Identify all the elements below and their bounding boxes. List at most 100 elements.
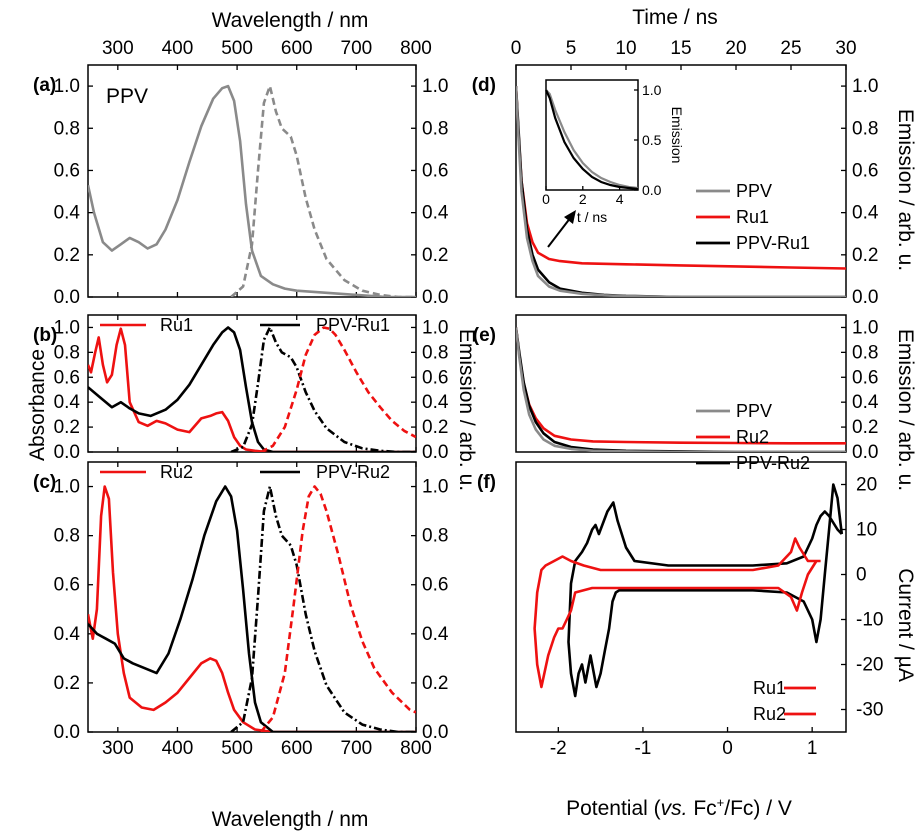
panel-1: 0.0 0.0 0.2 0.2 0.4 0.4 0.6 0.6 0.8 0.8 1.0 1.0 300 4… (33, 38, 449, 308)
series-line-Ru1 (88, 327, 416, 452)
inset-curve-1 (545, 89, 639, 190)
panel-label: (e) (473, 325, 496, 346)
x-tick-label: -2 (550, 738, 567, 759)
series-line-curve-1 (88, 84, 416, 297)
series-line-Ru2 (533, 537, 821, 689)
legend-label: Ru2 (736, 427, 769, 447)
potential-fc: Fc (687, 797, 716, 820)
inset-x-tick-label: 4 (616, 191, 624, 207)
y2-tick-label: 1.0 (422, 317, 448, 338)
plot-frame (87, 314, 417, 453)
potential-post: /Fc) / V (724, 797, 792, 820)
y-tick-label: 0.6 (54, 160, 80, 181)
plot-frame (515, 461, 847, 733)
x-tick-label: 400 (162, 738, 194, 759)
y-tick-label: 0.8 (54, 342, 80, 363)
panel-3: 0.0 0.0 0.2 0.2 0.4 0.4 0.6 0.6 0.8 0.8 1.0 1.0 300 4… (33, 461, 449, 759)
x-tick-label-top: 300 (102, 38, 134, 59)
series-line-Ru2 emission (259, 485, 416, 732)
y2-tick-label: 0.6 (852, 367, 878, 388)
x-tick-label-top: 600 (281, 38, 313, 59)
y2-tick-label: 0.8 (422, 342, 448, 363)
x-tick-label-top: 25 (780, 38, 801, 59)
panel-label: (c) (33, 472, 56, 493)
y2-tick-label: -20 (856, 655, 883, 676)
top-wavelength-label: Wavelength / nm (212, 9, 369, 32)
inset-x-tick-label: 0 (542, 191, 550, 207)
x-tick-label: 500 (221, 738, 253, 759)
ppv-text-label: PPV (106, 85, 148, 108)
plot-layer: 0.0 0.0 0.2 0.2 0.4 0.4 0.6 0.6 0.8 0.8 1.0 1.0 300 4… (33, 38, 883, 759)
x-tick-label-top: 15 (670, 38, 691, 59)
x-tick-label: 800 (400, 738, 432, 759)
y-tick-label: 0.4 (54, 203, 81, 224)
potential-vs: vs. (661, 797, 688, 820)
inset-y-tick-label: 0.0 (642, 182, 662, 198)
y2-tick-label: 0.8 (852, 342, 878, 363)
bottom-wavelength-label: Wavelength / nm (212, 808, 369, 831)
x-tick-label: 0 (722, 738, 733, 759)
y-tick-label: 1.0 (54, 317, 80, 338)
y2-tick-label: 0.2 (852, 417, 878, 438)
y-tick-label: 0.8 (54, 526, 80, 547)
y-tick-label: 0.4 (54, 392, 81, 413)
y-tick-label: 0.0 (54, 722, 80, 743)
potential-pre: Potential ( (566, 797, 661, 820)
x-tick-label: 1 (807, 738, 818, 759)
y2-tick-label: 1.0 (852, 317, 878, 338)
panel-2: 0.0 0.00.2 0.20.4 0.40.6 0.60.8 0.81.0 1.0(b) R… (33, 314, 449, 463)
current-label: Current / µA (894, 568, 917, 682)
y2-tick-label: 0.2 (422, 417, 448, 438)
y2-tick-label: 0.0 (422, 442, 448, 463)
y2-tick-label: 0.6 (422, 160, 448, 181)
y2-tick-label: 20 (856, 475, 877, 496)
y-tick-label: 1.0 (54, 477, 80, 498)
panel-label: (a) (33, 75, 56, 96)
inset-x-tick-label: 2 (579, 191, 587, 207)
y-tick-label: 1.0 (54, 76, 80, 97)
legend-label: PPV-Ru1 (316, 315, 390, 335)
x-tick-label-top: 800 (400, 38, 432, 59)
plot-frame (87, 64, 417, 298)
y2-tick-label: 0.4 (852, 392, 879, 413)
inset-arrow-head (564, 210, 576, 224)
potential-label: Potential (vs. Fc+/Fc) / V (566, 795, 792, 820)
x-tick-label-top: 5 (566, 38, 577, 59)
y-tick-label: 0.6 (54, 367, 80, 388)
absorbance-label: Absorbance (26, 349, 49, 461)
y-tick-label: 0.4 (54, 624, 81, 645)
legend-label: PPV-Ru1 (736, 233, 810, 253)
y2-tick-label: 1.0 (852, 76, 878, 97)
x-tick-label-top: 10 (615, 38, 636, 59)
y-tick-label: 0.8 (54, 118, 80, 139)
emission-label-d: Emission / arb. u. (894, 109, 917, 271)
legend-label: Ru1 (160, 315, 193, 335)
panel-5: 0.0 0.2 0.4 0.6 0.8 1.0 (e) PPV Ru2 PPV-Ru2 (473, 314, 879, 473)
x-tick-label-top: 500 (221, 38, 253, 59)
y2-tick-label: 0.0 (852, 442, 878, 463)
legend-label: PPV-Ru2 (736, 453, 810, 473)
legend-label: PPV (736, 401, 772, 421)
x-tick-label: 700 (341, 738, 373, 759)
x-tick-label-top: 0 (511, 38, 522, 59)
y2-tick-label: 0 (856, 565, 867, 586)
inset-y-label: Emission (669, 107, 685, 164)
series-line-PPV-Ru2 (516, 327, 846, 452)
series-line-PPV (516, 86, 846, 297)
y-tick-label: 0.0 (54, 442, 80, 463)
series-line-Ru2 (88, 485, 416, 732)
panel-label: (b) (33, 325, 57, 346)
y2-tick-label: -30 (856, 700, 883, 721)
y2-tick-label: 0.6 (422, 367, 448, 388)
y2-tick-label: 0.0 (852, 287, 878, 308)
inset-x-label: t / ns (577, 209, 607, 225)
plot-frame (515, 314, 847, 453)
y2-tick-label: 0.2 (422, 245, 448, 266)
x-tick-label: -1 (634, 738, 651, 759)
series-line-PPV (516, 327, 846, 452)
legend-label: PPV-Ru2 (316, 462, 390, 482)
series-line-PPV-Ru2 emission (230, 485, 416, 732)
y2-tick-label: 1.0 (422, 76, 448, 97)
inset-arrow-shaft (547, 216, 572, 248)
